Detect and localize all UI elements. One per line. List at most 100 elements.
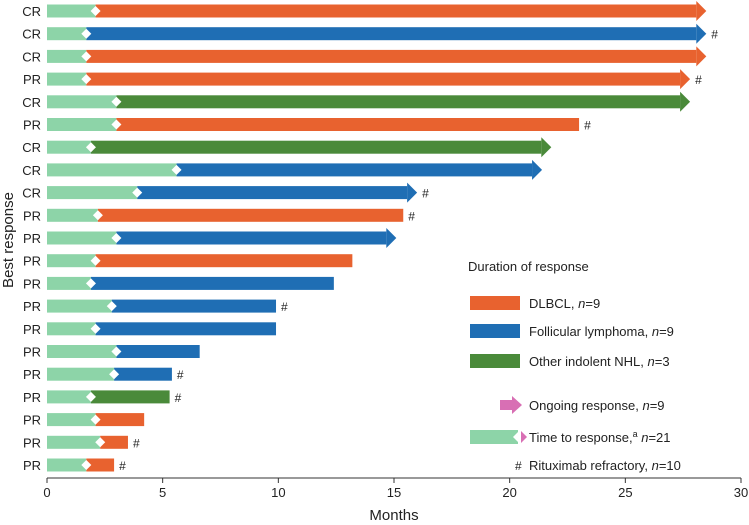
response-label: PR: [23, 72, 41, 87]
time-to-response-bar: [47, 186, 138, 200]
time-to-response-bar: [47, 118, 117, 131]
response-duration-bar: [116, 345, 200, 358]
response-marker: [90, 323, 101, 334]
time-to-response-bar: [47, 254, 96, 268]
response-label: PR: [23, 322, 41, 337]
response-duration-bar: [176, 163, 533, 177]
legend-label: Other indolent NHL, n=3: [529, 354, 670, 369]
legend-label: Ongoing response, n=9: [529, 398, 665, 413]
legend-swatch: [470, 324, 520, 338]
legend-swatch: [470, 296, 520, 310]
x-tick-label: 5: [159, 485, 166, 500]
patient-row: PR #: [23, 208, 415, 223]
response-marker: [111, 233, 122, 243]
legend-title: Duration of response: [468, 259, 589, 274]
response-label: PR: [23, 367, 41, 382]
time-to-response-bar: [47, 231, 117, 245]
time-to-response-bar: [47, 276, 91, 290]
legend-item: Other indolent NHL, n=3: [470, 354, 670, 369]
x-tick-label: 0: [43, 485, 50, 500]
response-label: PR: [23, 254, 41, 269]
response-label: CR: [22, 27, 41, 42]
ongoing-arrow: [696, 1, 707, 21]
time-to-response-bar: [47, 163, 177, 177]
patient-row: PR: [23, 276, 334, 291]
response-duration-bar: [111, 299, 277, 313]
legend-item: DLBCL, n=9: [470, 296, 600, 311]
rituximab-refractory-mark: #: [584, 119, 591, 133]
legend-item: Time to response,a n=21: [470, 429, 671, 445]
response-duration-bar: [95, 322, 277, 336]
ongoing-arrow: [696, 46, 707, 67]
legend-superscript: a: [633, 429, 638, 439]
patient-row: PR #: [23, 299, 288, 314]
patient-row: CR: [22, 91, 691, 112]
response-marker: [81, 28, 92, 39]
response-label: PR: [23, 231, 41, 246]
rituximab-refractory-mark: #: [281, 300, 288, 314]
response-marker: [85, 278, 96, 289]
response-duration-bar: [116, 95, 681, 109]
response-marker: [109, 369, 120, 380]
time-to-response-bar: [47, 95, 117, 109]
response-marker: [95, 437, 106, 448]
legend-separator: ,: [640, 354, 647, 369]
response-marker: [85, 142, 96, 153]
response-label: PR: [23, 118, 41, 133]
response-marker: [85, 391, 96, 402]
legend-arrow-tip: [521, 431, 527, 443]
response-label: PR: [23, 276, 41, 291]
legend-separator: ,: [644, 458, 651, 473]
ongoing-arrow: [407, 182, 418, 203]
response-duration-bar: [116, 118, 580, 131]
response-label: PR: [23, 345, 41, 360]
legend-n: n: [641, 430, 648, 445]
response-marker: [90, 414, 101, 425]
time-to-response-bar: [47, 458, 87, 472]
time-to-response-bar: [47, 140, 91, 154]
response-marker: [111, 119, 122, 130]
x-axis-title: Months: [369, 507, 418, 524]
response-marker: [92, 210, 103, 221]
response-label: PR: [23, 413, 41, 428]
x-tick-label: 10: [271, 485, 285, 500]
ongoing-arrow: [696, 23, 707, 44]
patient-row: PR: [23, 413, 145, 428]
patient-row: PR #: [23, 458, 126, 473]
legend-label: Rituximab refractory, n=10: [529, 458, 681, 473]
patient-row: CR: [22, 46, 707, 67]
legend-n-value: =21: [648, 430, 670, 445]
response-duration-bar: [116, 231, 387, 245]
response-label: PR: [23, 299, 41, 314]
response-label: CR: [22, 140, 41, 155]
legend-n-value: =10: [659, 458, 681, 473]
response-label: CR: [22, 186, 41, 201]
legend-n: n: [648, 354, 655, 369]
legend-separator: ,: [635, 398, 642, 413]
time-to-response-bar: [47, 435, 101, 449]
rituximab-refractory-mark: #: [695, 73, 702, 87]
ongoing-arrow: [386, 228, 397, 248]
response-duration-bar: [86, 27, 697, 41]
legend-label: Time to response,a n=21: [529, 429, 671, 445]
response-duration-bar: [90, 390, 170, 404]
response-label: CR: [22, 4, 41, 19]
rituximab-refractory-mark: #: [408, 209, 415, 223]
time-to-response-bar: [47, 27, 87, 41]
response-duration-bar: [86, 72, 681, 86]
legend-n-value: =3: [655, 354, 670, 369]
time-to-response-bar: [47, 299, 112, 313]
ongoing-arrow: [680, 91, 691, 112]
patient-row: PR: [23, 345, 200, 360]
response-duration-bar: [95, 254, 353, 268]
patient-row: PR: [23, 228, 397, 248]
x-tick-label: 15: [387, 485, 401, 500]
patient-row: CR: [22, 137, 552, 158]
legend-n: n: [642, 398, 649, 413]
legend-label: DLBCL, n=9: [529, 296, 600, 311]
response-marker: [90, 255, 101, 266]
legend-separator: ,: [645, 324, 652, 339]
response-duration-bar: [137, 186, 408, 200]
legend-n: n: [652, 458, 659, 473]
